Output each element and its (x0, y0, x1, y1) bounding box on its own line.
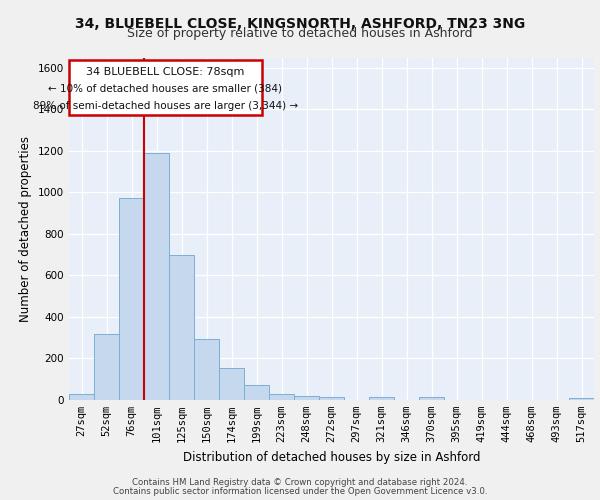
Bar (169, 254, 194, 400)
Text: Size of property relative to detached houses in Ashford: Size of property relative to detached ho… (127, 28, 473, 40)
Bar (69, 394, 94, 400)
Bar (319, 397, 344, 400)
X-axis label: Distribution of detached houses by size in Ashford: Distribution of detached houses by size … (183, 450, 480, 464)
Bar (144, 153, 169, 400)
Bar (194, 339, 219, 400)
Bar (244, 386, 269, 400)
Text: Contains public sector information licensed under the Open Government Licence v3: Contains public sector information licen… (113, 487, 487, 496)
Bar (419, 397, 444, 400)
Bar (294, 396, 319, 400)
Bar (269, 394, 294, 400)
Bar (219, 368, 244, 400)
Text: Contains HM Land Registry data © Crown copyright and database right 2024.: Contains HM Land Registry data © Crown c… (132, 478, 468, 487)
Bar (94, 334, 119, 400)
Text: 34, BLUEBELL CLOSE, KINGSNORTH, ASHFORD, TN23 3NG: 34, BLUEBELL CLOSE, KINGSNORTH, ASHFORD,… (75, 18, 525, 32)
Text: 89% of semi-detached houses are larger (3,344) →: 89% of semi-detached houses are larger (… (32, 101, 298, 111)
Bar (369, 397, 394, 400)
Text: ← 10% of detached houses are smaller (384): ← 10% of detached houses are smaller (38… (48, 84, 282, 94)
Text: 34 BLUEBELL CLOSE: 78sqm: 34 BLUEBELL CLOSE: 78sqm (86, 67, 244, 77)
Y-axis label: Number of detached properties: Number of detached properties (19, 136, 32, 322)
FancyBboxPatch shape (69, 60, 262, 114)
Bar (119, 198, 144, 400)
Bar (569, 398, 594, 400)
